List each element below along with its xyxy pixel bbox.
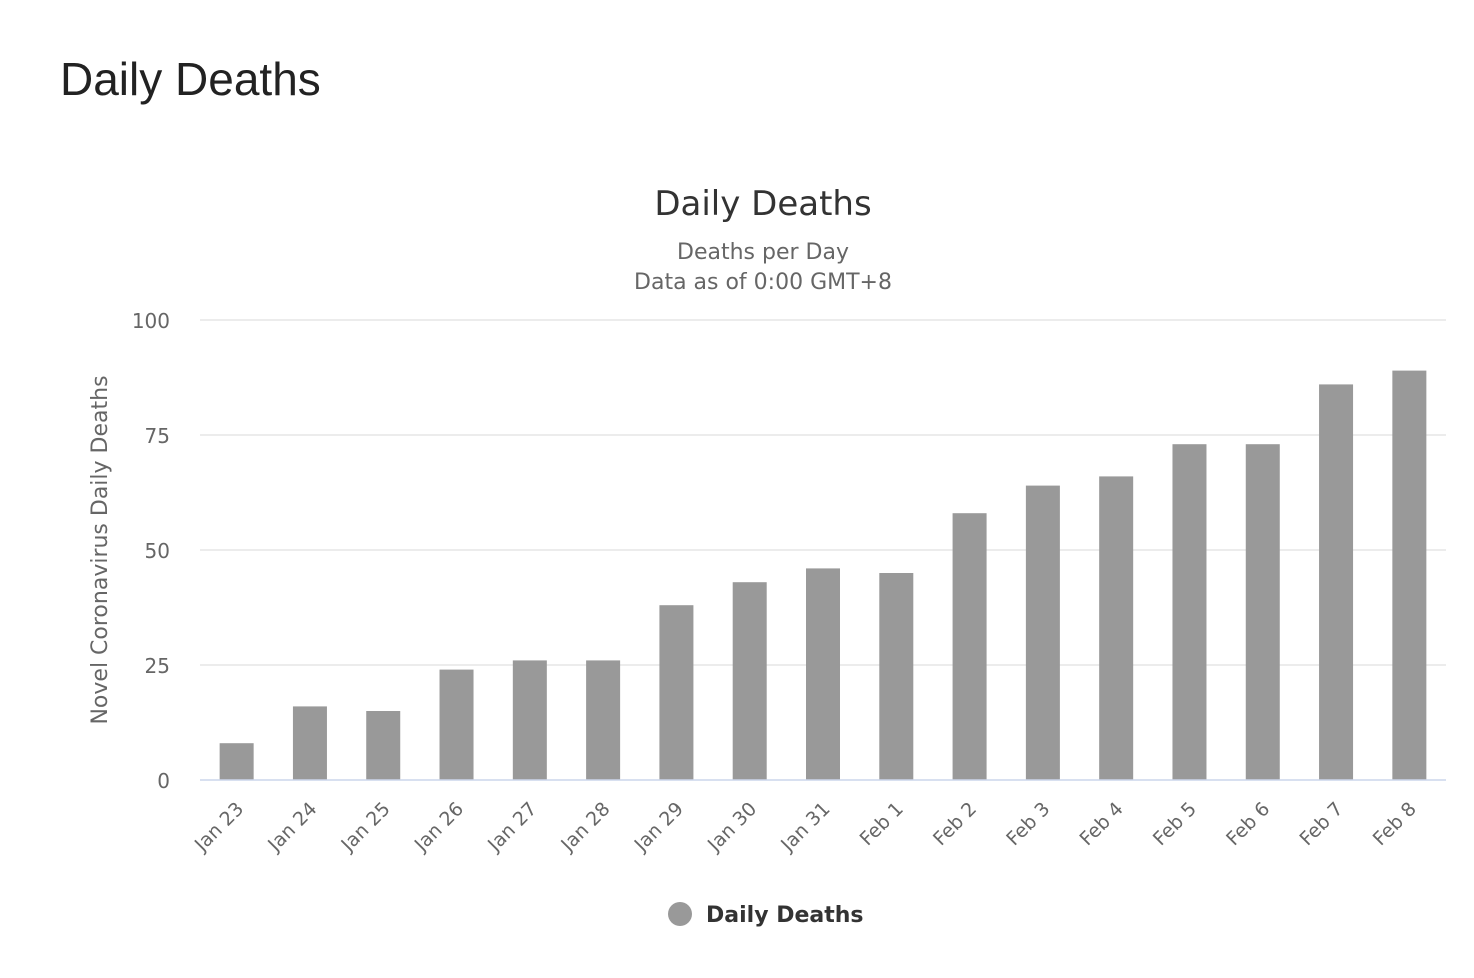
bar-feb-2[interactable]: [952, 513, 987, 780]
y-axis-label: Novel Coronavirus Daily Deaths: [88, 375, 113, 724]
x-tick-label-feb-2: Feb 2: [929, 798, 981, 850]
bar-feb-1[interactable]: [879, 573, 914, 780]
chart-title: Daily Deaths: [654, 184, 871, 224]
legend-label: Daily Deaths: [706, 903, 864, 928]
bar-jan-28[interactable]: [586, 660, 621, 780]
bar-jan-31[interactable]: [806, 568, 840, 780]
y-tick-label-50: 50: [145, 539, 170, 563]
chart-subtitle-line-2: Data as of 0:00 GMT+8: [634, 270, 892, 295]
x-tick-label-jan-29: Jan 29: [630, 798, 688, 856]
x-tick-label-jan-28: Jan 28: [556, 798, 614, 856]
page-heading: Daily Deaths: [60, 53, 321, 105]
x-tick-label-jan-23: Jan 23: [190, 798, 248, 856]
bar-jan-30[interactable]: [732, 582, 767, 780]
bar-feb-5[interactable]: [1172, 444, 1207, 780]
bar-jan-26[interactable]: [439, 669, 474, 780]
x-tick-label-feb-6: Feb 6: [1222, 798, 1274, 850]
y-tick-label-25: 25: [145, 654, 170, 678]
y-tick-label-100: 100: [132, 309, 170, 333]
x-tick-label-jan-26: Jan 26: [410, 798, 468, 856]
bar-jan-29[interactable]: [659, 605, 694, 780]
x-tick-label-feb-5: Feb 5: [1149, 798, 1201, 850]
bar-jan-25[interactable]: [366, 711, 401, 780]
y-tick-label-75: 75: [145, 424, 170, 448]
y-tick-label-0: 0: [157, 769, 170, 793]
x-tick-label-jan-30: Jan 30: [703, 798, 761, 856]
x-tick-label-jan-31: Jan 31: [776, 798, 834, 856]
bar-feb-3[interactable]: [1025, 485, 1060, 780]
bar-jan-24[interactable]: [292, 706, 327, 780]
x-tick-label-feb-7: Feb 7: [1295, 798, 1347, 850]
bar-feb-6[interactable]: [1245, 444, 1280, 780]
bar-feb-8[interactable]: [1392, 370, 1427, 780]
x-tick-label-feb-3: Feb 3: [1002, 798, 1054, 850]
x-axis-ticks: Jan 23 Jan 24 Jan 25 Jan 26 Jan 27 Jan 28 Jan …: [190, 798, 1421, 856]
bars: [219, 370, 1427, 780]
bar-jan-23[interactable]: [219, 743, 254, 780]
bar-feb-4[interactable]: [1099, 476, 1134, 780]
bar-feb-7[interactable]: [1319, 384, 1354, 780]
legend[interactable]: Daily Deaths: [668, 902, 864, 928]
chart-subtitle-line-1: Deaths per Day: [677, 240, 849, 265]
x-tick-label-jan-25: Jan 25: [336, 798, 394, 856]
y-axis-ticks: 0 25 50 75 100: [132, 309, 170, 793]
x-tick-label-jan-24: Jan 24: [263, 798, 321, 856]
bar-jan-27[interactable]: [512, 660, 547, 780]
legend-marker: [668, 902, 692, 926]
x-tick-label-feb-8: Feb 8: [1369, 798, 1421, 850]
gridlines: [200, 319, 1446, 666]
x-tick-label-jan-27: Jan 27: [483, 798, 541, 856]
x-tick-label-feb-1: Feb 1: [856, 798, 908, 850]
x-tick-label-feb-4: Feb 4: [1076, 798, 1128, 850]
